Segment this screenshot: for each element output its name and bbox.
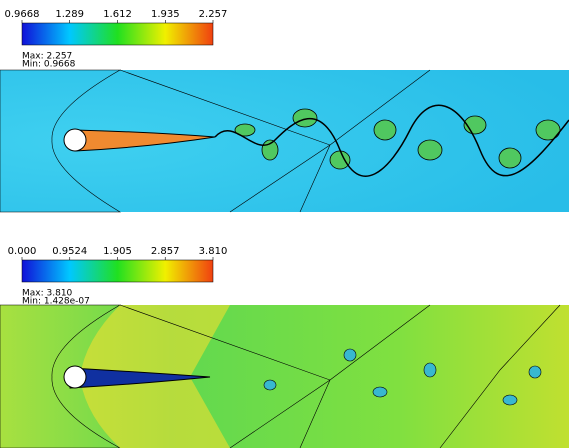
tick-label: 1.289 <box>55 9 84 20</box>
min-label: Min: 1.428e-07 <box>22 297 90 307</box>
mach-field <box>0 305 569 448</box>
tick-label: 0.9524 <box>52 246 87 257</box>
density-field <box>0 70 569 212</box>
tick-label: 3.810 <box>199 246 228 257</box>
colorbar <box>22 260 213 282</box>
min-label: Min: 0.9668 <box>22 60 76 70</box>
tick-label: 0.9668 <box>5 9 40 20</box>
colorbar <box>22 23 213 45</box>
tick-label: 2.857 <box>151 246 180 257</box>
figure: 0.96681.2891.6121.9352.257Max: 2.257Min:… <box>0 0 569 448</box>
tick-label: 1.935 <box>151 9 180 20</box>
tick-label: 1.612 <box>103 9 132 20</box>
tick-label: 0.000 <box>8 246 37 257</box>
tick-label: 1.905 <box>103 246 132 257</box>
tick-label: 2.257 <box>199 9 228 20</box>
